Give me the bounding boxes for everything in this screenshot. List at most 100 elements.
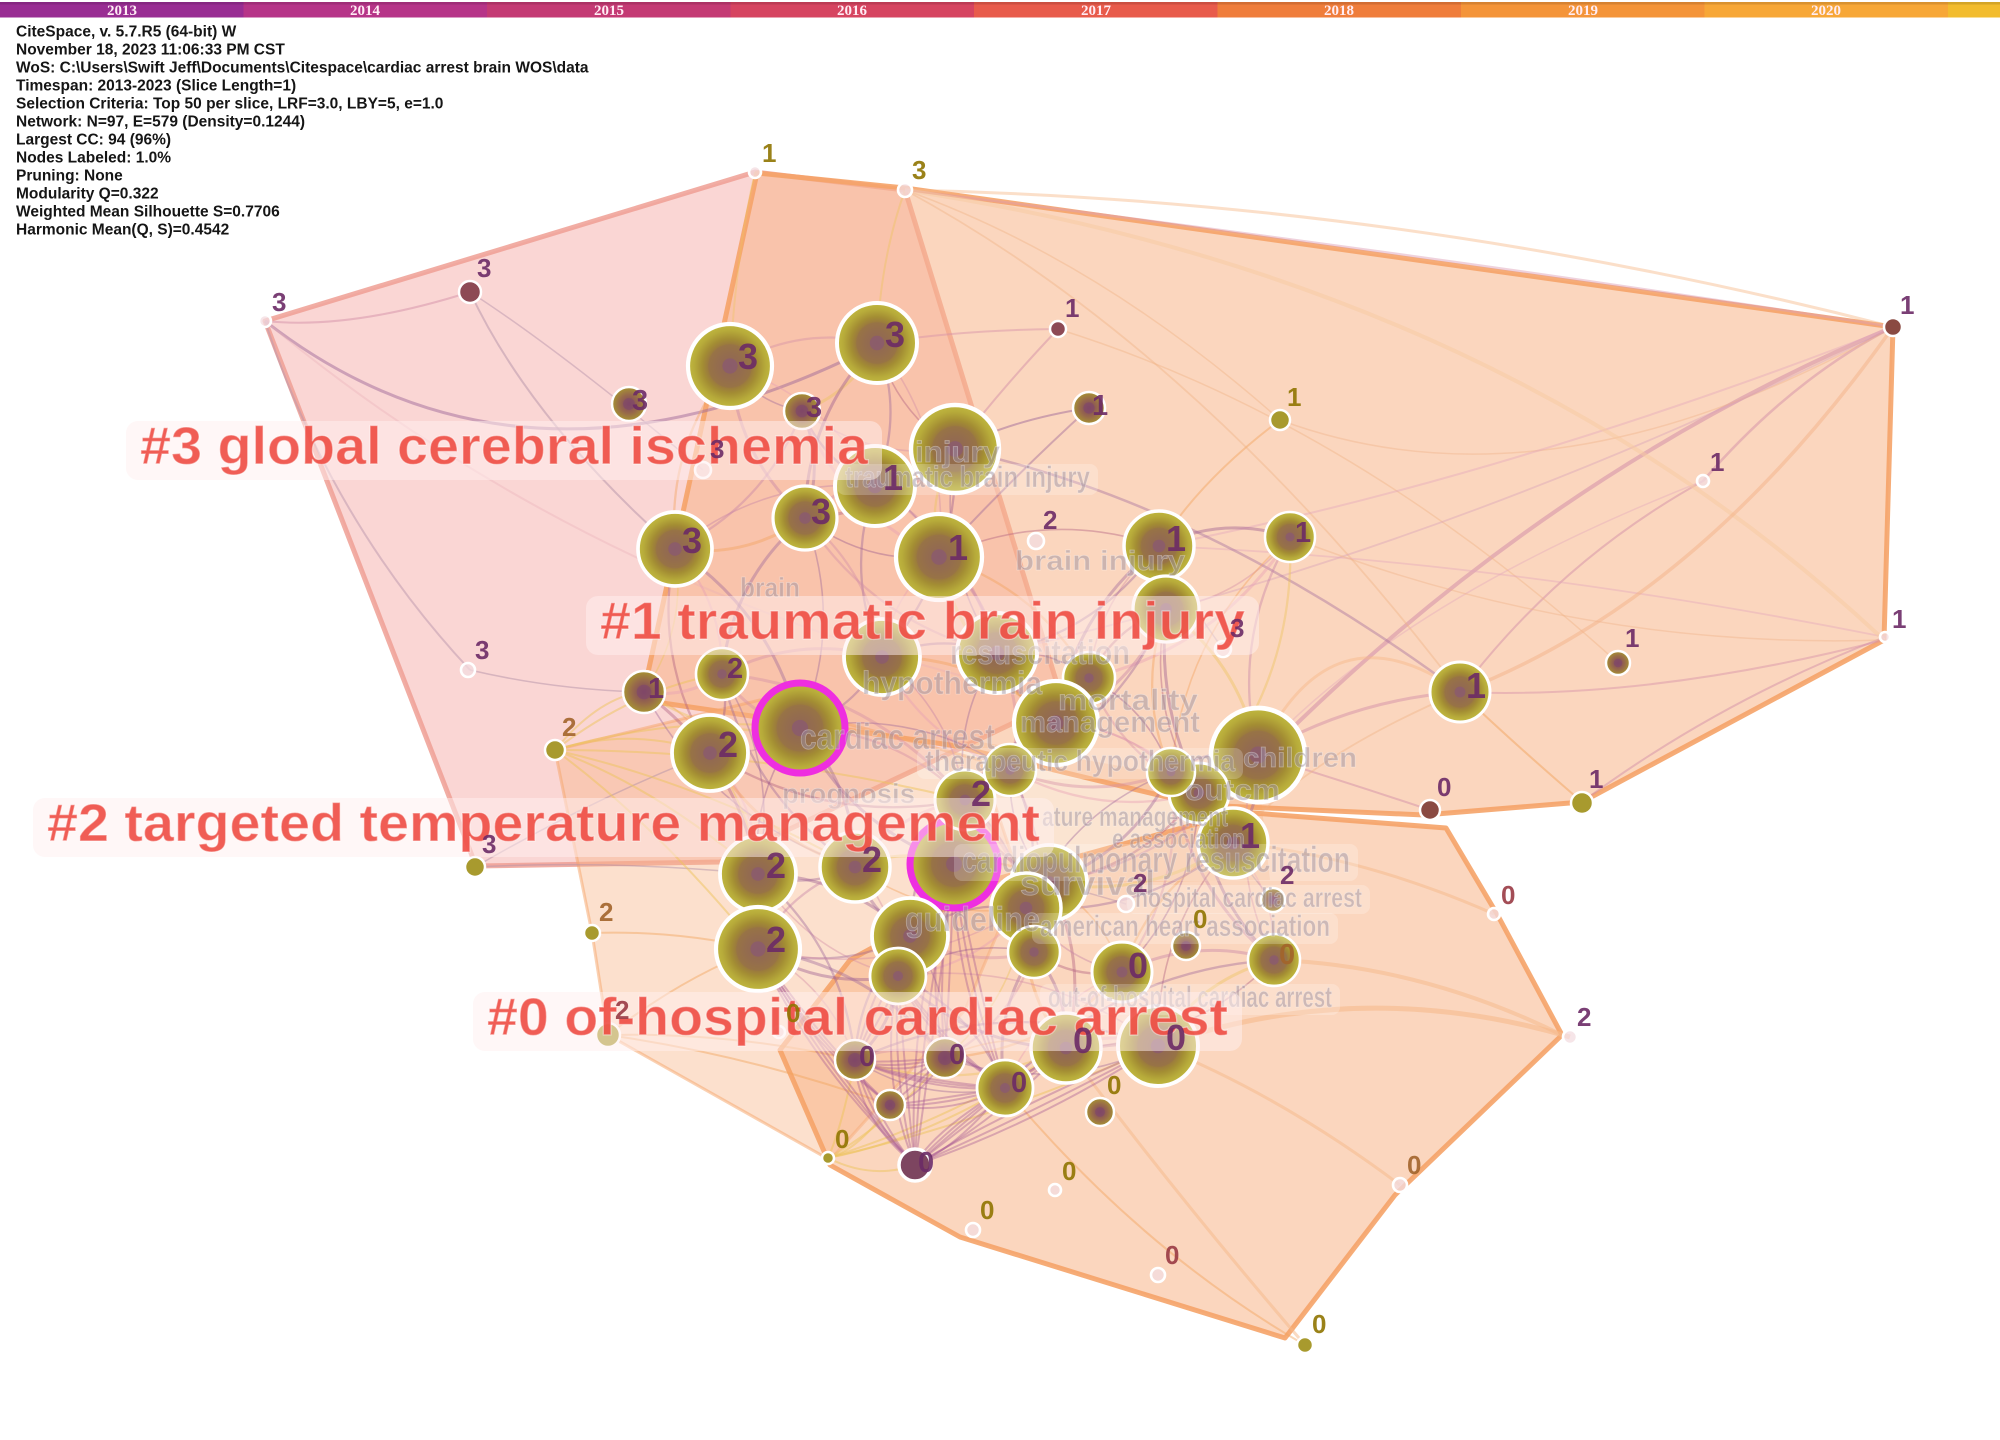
svg-text:Modularity Q=0.322: Modularity Q=0.322 bbox=[16, 186, 159, 203]
svg-text:1: 1 bbox=[1710, 447, 1724, 477]
svg-text:3: 3 bbox=[482, 829, 496, 859]
svg-text:#1 traumatic brain injury: #1 traumatic brain injury bbox=[600, 592, 1246, 651]
svg-text:2014: 2014 bbox=[350, 3, 381, 19]
svg-text:2015: 2015 bbox=[594, 3, 624, 19]
svg-text:2018: 2018 bbox=[1324, 3, 1354, 19]
svg-text:3: 3 bbox=[885, 314, 905, 355]
svg-text:3: 3 bbox=[912, 155, 926, 185]
svg-text:1: 1 bbox=[1287, 382, 1301, 412]
svg-text:2: 2 bbox=[1577, 1002, 1591, 1032]
svg-text:2: 2 bbox=[1133, 868, 1147, 898]
svg-text:3: 3 bbox=[1230, 613, 1244, 643]
svg-text:#0 of-hospital cardiac arrest: #0 of-hospital cardiac arrest bbox=[487, 988, 1228, 1047]
svg-text:2: 2 bbox=[718, 724, 738, 765]
svg-text:1: 1 bbox=[1092, 390, 1108, 422]
svg-text:1: 1 bbox=[1589, 764, 1603, 794]
svg-text:3: 3 bbox=[475, 635, 489, 665]
svg-text:1: 1 bbox=[762, 138, 776, 168]
svg-text:0: 0 bbox=[1437, 772, 1451, 802]
svg-text:injury: injury bbox=[915, 436, 1000, 469]
svg-text:survival: survival bbox=[1020, 865, 1155, 903]
svg-text:guideline: guideline bbox=[905, 901, 1040, 939]
svg-text:american heart association: american heart association bbox=[1040, 910, 1330, 943]
svg-text:0: 0 bbox=[1312, 1309, 1326, 1339]
svg-text:children: children bbox=[1243, 742, 1357, 773]
svg-text:outcm: outcm bbox=[1185, 774, 1280, 807]
svg-text:1: 1 bbox=[1295, 517, 1311, 549]
svg-text:1: 1 bbox=[1900, 290, 1914, 320]
svg-text:0: 0 bbox=[859, 1041, 875, 1073]
svg-text:1: 1 bbox=[1065, 293, 1079, 323]
svg-text:traumatic brain injury: traumatic brain injury bbox=[845, 461, 1090, 494]
svg-text:0: 0 bbox=[1062, 1156, 1076, 1186]
svg-text:3: 3 bbox=[811, 491, 831, 532]
svg-text:2013: 2013 bbox=[107, 3, 137, 19]
svg-text:ature management: ature management bbox=[1042, 801, 1228, 832]
svg-text:#2 targeted temperature manage: #2 targeted temperature management bbox=[47, 794, 1040, 853]
svg-text:2: 2 bbox=[766, 919, 786, 960]
svg-text:Selection Criteria: Top 50 per: Selection Criteria: Top 50 per slice, LR… bbox=[16, 96, 443, 113]
svg-text:0: 0 bbox=[918, 1147, 934, 1179]
svg-text:#3 global cerebral ischemia: #3 global cerebral ischemia bbox=[140, 417, 869, 476]
svg-text:3: 3 bbox=[710, 434, 724, 464]
svg-text:cardiac arrest: cardiac arrest bbox=[800, 716, 995, 757]
svg-text:Nodes Labeled: 1.0%: Nodes Labeled: 1.0% bbox=[16, 150, 171, 167]
svg-text:0: 0 bbox=[980, 1195, 994, 1225]
svg-text:hospital cardiac arrest: hospital cardiac arrest bbox=[1135, 882, 1362, 913]
svg-text:brain injury: brain injury bbox=[1015, 545, 1185, 576]
svg-text:2: 2 bbox=[862, 839, 882, 880]
svg-text:e association: e association bbox=[1112, 823, 1245, 854]
svg-text:2016: 2016 bbox=[837, 3, 868, 19]
svg-text:Harmonic Mean(Q, S)=0.4542: Harmonic Mean(Q, S)=0.4542 bbox=[16, 222, 229, 239]
svg-text:0: 0 bbox=[786, 998, 800, 1028]
svg-text:CiteSpace, v. 5.7.R5 (64-bit): CiteSpace, v. 5.7.R5 (64-bit) W bbox=[16, 24, 237, 41]
svg-text:0: 0 bbox=[1501, 880, 1515, 910]
svg-text:1: 1 bbox=[883, 457, 903, 498]
svg-text:3: 3 bbox=[682, 520, 702, 561]
svg-text:2017: 2017 bbox=[1081, 3, 1112, 19]
svg-text:2: 2 bbox=[615, 995, 629, 1025]
svg-text:WoS: C:\Users\Swift Jeff\Docum: WoS: C:\Users\Swift Jeff\Documents\Cites… bbox=[16, 60, 589, 77]
svg-text:1: 1 bbox=[1625, 623, 1639, 653]
svg-text:3: 3 bbox=[272, 287, 286, 317]
svg-text:management: management bbox=[1020, 706, 1200, 739]
svg-text:hypothermia: hypothermia bbox=[862, 665, 1042, 701]
svg-text:2: 2 bbox=[766, 845, 786, 886]
svg-text:0: 0 bbox=[1165, 1240, 1179, 1270]
svg-text:0: 0 bbox=[1073, 1020, 1093, 1061]
svg-text:3: 3 bbox=[477, 253, 491, 283]
svg-text:1: 1 bbox=[1166, 518, 1186, 559]
svg-text:2019: 2019 bbox=[1568, 3, 1598, 19]
svg-text:November 18, 2023 11:06:33 PM: November 18, 2023 11:06:33 PM CST bbox=[16, 42, 285, 59]
svg-text:1: 1 bbox=[948, 527, 968, 568]
svg-text:2: 2 bbox=[562, 712, 576, 742]
svg-text:0: 0 bbox=[1193, 904, 1207, 934]
svg-text:0: 0 bbox=[1279, 939, 1295, 971]
svg-text:1: 1 bbox=[1240, 815, 1260, 856]
svg-text:cardiopulmonary resuscitation: cardiopulmonary resuscitation bbox=[962, 839, 1350, 880]
svg-text:0: 0 bbox=[1011, 1067, 1027, 1099]
svg-text:2020: 2020 bbox=[1811, 3, 1841, 19]
svg-text:2: 2 bbox=[1043, 505, 1057, 535]
svg-text:therapeutic hypothermia: therapeutic hypothermia bbox=[925, 745, 1235, 778]
svg-text:1: 1 bbox=[1466, 665, 1486, 706]
svg-text:1: 1 bbox=[648, 673, 664, 705]
svg-text:3: 3 bbox=[632, 385, 648, 417]
svg-text:Largest CC: 94 (96%): Largest CC: 94 (96%) bbox=[16, 132, 171, 149]
svg-text:0: 0 bbox=[1107, 1070, 1121, 1100]
svg-text:2: 2 bbox=[971, 773, 991, 814]
svg-text:0: 0 bbox=[1128, 945, 1148, 986]
svg-text:Timespan: 2013-2023 (Slice Len: Timespan: 2013-2023 (Slice Length=1) bbox=[16, 78, 296, 95]
svg-text:0: 0 bbox=[1166, 1017, 1186, 1058]
svg-text:1: 1 bbox=[1892, 604, 1906, 634]
svg-text:3: 3 bbox=[806, 392, 822, 424]
svg-text:3: 3 bbox=[738, 336, 758, 377]
svg-text:0: 0 bbox=[1407, 1150, 1421, 1180]
svg-text:0: 0 bbox=[835, 1124, 849, 1154]
svg-text:2: 2 bbox=[727, 653, 743, 685]
svg-text:Pruning: None: Pruning: None bbox=[16, 168, 123, 185]
svg-text:2: 2 bbox=[599, 897, 613, 927]
svg-text:mortality: mortality bbox=[1058, 684, 1198, 717]
svg-text:Weighted Mean Silhouette S=0.7: Weighted Mean Silhouette S=0.7706 bbox=[16, 204, 280, 221]
svg-text:2: 2 bbox=[1280, 860, 1294, 890]
